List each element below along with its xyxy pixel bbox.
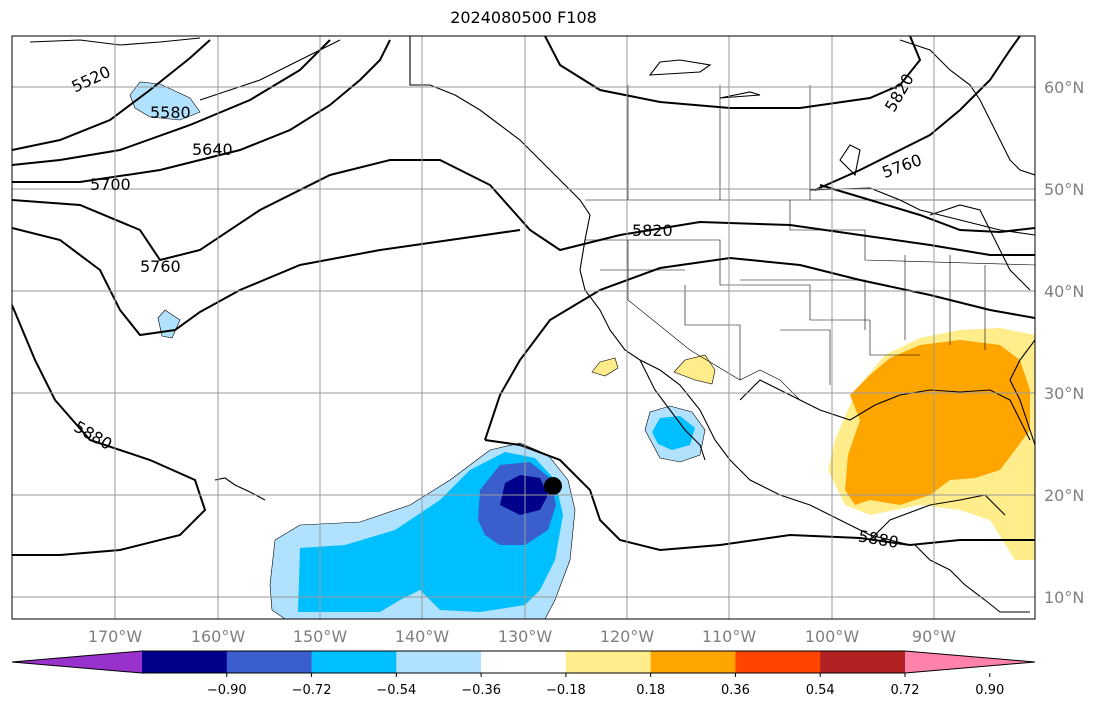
colorbar-tick-label: 0.36 — [721, 683, 750, 698]
anomaly-positive-mid-area — [845, 340, 1030, 505]
plot-title: 2024080500 F108 — [450, 8, 597, 27]
lon-tick-label: 140°W — [395, 627, 450, 646]
longitude-tick-labels: 170°W 160°W 150°W 140°W 130°W 120°W 110°… — [88, 627, 956, 646]
lat-tick-label: 10°N — [1044, 588, 1084, 607]
colorbar-segment — [481, 651, 567, 673]
colorbar-segment — [735, 651, 821, 673]
colorbar-tick-label: −0.72 — [292, 683, 332, 698]
lon-tick-label: 160°W — [191, 627, 246, 646]
graticule — [12, 36, 1035, 619]
colorbar-extension-low — [12, 651, 142, 673]
political-borders — [585, 85, 1035, 401]
lon-tick-label: 110°W — [702, 627, 757, 646]
anomaly-negative-baja-core — [652, 416, 695, 450]
height-contours — [12, 36, 1035, 556]
lon-tick-label: 120°W — [600, 627, 655, 646]
anomaly-positive-gulfca-blob — [673, 354, 716, 385]
colorbar-segment — [650, 651, 736, 673]
colorbar-tick-label: 0.72 — [891, 683, 920, 698]
lat-tick-label: 50°N — [1044, 180, 1084, 199]
lon-tick-label: 90°W — [912, 627, 956, 646]
colorbar-tick-label: 0.90 — [975, 683, 1004, 698]
lat-tick-label: 30°N — [1044, 384, 1084, 403]
colorbar-segment — [311, 651, 397, 673]
colorbar-tick-label: −0.36 — [461, 683, 501, 698]
colorbar-segment — [142, 651, 228, 673]
contour-label: 5760 — [140, 257, 181, 276]
latitude-tick-labels: 60°N 50°N 40°N 30°N 20°N 10°N — [1044, 78, 1084, 607]
colorbar-extension-high — [905, 651, 1035, 673]
colorbar-segment — [226, 651, 313, 673]
storm-center-marker — [544, 477, 562, 495]
lat-tick-label: 40°N — [1044, 282, 1084, 301]
contour-label: 5820 — [632, 221, 673, 240]
lat-tick-label: 60°N — [1044, 78, 1084, 97]
lon-tick-label: 130°W — [498, 627, 553, 646]
contour-label: 5700 — [90, 175, 131, 194]
colorbar-tick-label: 0.18 — [636, 683, 665, 698]
colorbar-segment — [396, 651, 482, 673]
lon-tick-label: 150°W — [293, 627, 348, 646]
colorbar: −0.90 −0.72 −0.54 −0.36 −0.18 0.18 0.36 0.54 0.7… — [11, 650, 1036, 698]
contour-label: 5640 — [192, 140, 233, 159]
colorbar-segment — [565, 651, 652, 673]
contour-label: 5580 — [150, 103, 191, 122]
colorbar-tick-label: 0.54 — [806, 683, 835, 698]
colorbar-segment — [820, 651, 906, 673]
colorbar-tick-label: −0.54 — [376, 683, 416, 698]
colorbar-tick-label: −0.18 — [546, 683, 586, 698]
colorbar-tick-label: −0.90 — [207, 683, 247, 698]
lon-tick-label: 100°W — [805, 627, 860, 646]
map-frame — [11, 35, 1036, 620]
lon-tick-label: 170°W — [88, 627, 143, 646]
anomaly-positive-socal-blob — [591, 357, 619, 377]
colorbar-outline — [11, 650, 1036, 674]
lat-tick-label: 20°N — [1044, 486, 1084, 505]
